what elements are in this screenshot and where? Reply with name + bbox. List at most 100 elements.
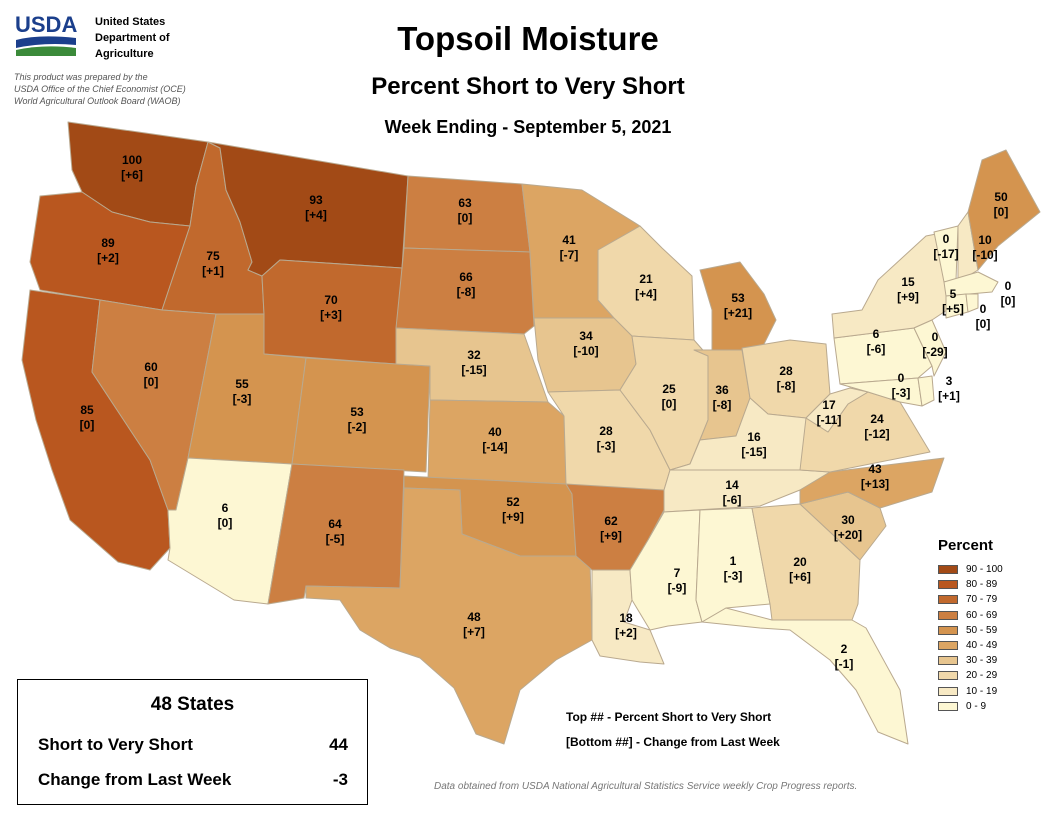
summary-label-change: Change from Last Week: [38, 770, 232, 789]
legend-label: 10 - 19: [966, 685, 998, 697]
state-change: [-8]: [712, 398, 732, 412]
state-value: 100: [121, 153, 143, 167]
state-value: 89: [101, 236, 115, 250]
usda-logo-text: USDA: [15, 12, 77, 37]
state-label-sd: 66 [-8]: [441, 270, 491, 300]
state-sd: [395, 247, 535, 335]
state-co: [291, 357, 431, 473]
state-change: [-3]: [723, 569, 743, 583]
state-label-ny: 15 [+9]: [883, 275, 933, 305]
state-label-ar: 62 [+9]: [586, 514, 636, 544]
legend-swatch: [938, 565, 958, 575]
state-value: 6: [872, 327, 880, 341]
state-value: 62: [604, 514, 618, 528]
legend-label: 60 - 69: [966, 609, 998, 621]
summary-title: 48 States: [150, 694, 235, 715]
state-value: 93: [309, 193, 323, 207]
legend-swatch: [938, 610, 958, 620]
state-label-in: 36 [-8]: [697, 383, 747, 413]
agency-line-1: United States: [95, 16, 166, 28]
state-label-ia: 34 [-10]: [561, 329, 611, 359]
legend-item: 0 - 9: [938, 699, 1003, 714]
state-change: [-3]: [596, 439, 616, 453]
state-value: 50: [994, 190, 1008, 204]
state-label-tn: 14 [-6]: [707, 478, 757, 508]
state-value: 14: [725, 478, 739, 492]
state-value: 48: [467, 610, 481, 624]
state-label-wv: 17 [-11]: [804, 398, 854, 428]
state-change: [+4]: [635, 287, 657, 301]
state-label-md: 0 [-3]: [876, 371, 926, 401]
legend-swatch: [938, 686, 958, 696]
state-change: [0]: [661, 397, 677, 411]
state-label-pa: 6 [-6]: [851, 327, 901, 357]
keynote-top: Top ## - Percent Short to Very Short: [566, 710, 772, 724]
state-label-wa: 100 [+6]: [107, 153, 157, 183]
legend-item: 10 - 19: [938, 684, 1003, 699]
state-value: 16: [747, 430, 761, 444]
state-label-ut: 55 [-3]: [217, 377, 267, 407]
state-value: 0: [897, 371, 905, 385]
legend-label: 20 - 29: [966, 670, 998, 682]
state-value: 7: [673, 566, 681, 580]
state-value: 24: [870, 412, 884, 426]
state-label-nv: 60 [0]: [126, 360, 176, 390]
state-value: 36: [715, 383, 729, 397]
summary-row-short: Short to Very Short 44: [38, 735, 348, 755]
state-change: [+7]: [463, 625, 485, 639]
state-value: 63: [458, 196, 472, 210]
state-value: 53: [731, 291, 745, 305]
state-value: 0: [931, 330, 939, 344]
state-change: [+6]: [121, 168, 143, 182]
legend-item: 70 - 79: [938, 592, 1003, 607]
state-value: 55: [235, 377, 249, 391]
state-ri: [965, 293, 979, 313]
legend-title: Percent: [938, 537, 994, 554]
state-label-sc: 30 [+20]: [823, 513, 873, 543]
state-label-de: 3 [+1]: [924, 374, 974, 404]
usda-logo: USDA: [15, 12, 77, 56]
state-change: [-2]: [347, 420, 367, 434]
legend-swatch: [938, 701, 958, 711]
state-value: 34: [579, 329, 593, 343]
state-label-tx: 48 [+7]: [449, 610, 499, 640]
state-me: [967, 149, 1041, 271]
state-change: [+4]: [305, 208, 327, 222]
credit-line-1: This product was prepared by the: [14, 72, 148, 82]
state-value: 43: [868, 462, 882, 476]
summary-value-change: -3: [332, 770, 348, 789]
state-change: [+3]: [320, 308, 342, 322]
legend-item: 50 - 59: [938, 623, 1003, 638]
state-change: [0]: [79, 418, 95, 432]
legend-swatch: [938, 656, 958, 666]
state-value: 40: [488, 425, 502, 439]
state-label-ma: 0 [0]: [983, 279, 1033, 309]
state-value: 52: [506, 495, 520, 509]
state-value: 64: [328, 517, 342, 531]
state-label-oh: 28 [-8]: [761, 364, 811, 394]
state-label-fl: 2 [-1]: [819, 642, 869, 672]
state-change: [-6]: [866, 342, 886, 356]
state-value: 1: [729, 554, 737, 568]
state-nc: [799, 457, 945, 509]
state-label-or: 89 [+2]: [83, 236, 133, 266]
state-label-wi: 21 [+4]: [621, 272, 671, 302]
state-label-ct: 5 [+5]: [928, 287, 978, 317]
state-change: [+6]: [789, 570, 811, 584]
state-label-wy: 70 [+3]: [306, 293, 356, 323]
legend-item: 20 - 29: [938, 668, 1003, 683]
state-label-id: 75 [+1]: [188, 249, 238, 279]
state-mt: [207, 141, 409, 277]
state-change: [-29]: [922, 345, 948, 359]
legend-swatch: [938, 641, 958, 651]
state-value: 30: [841, 513, 855, 527]
state-label-nh: 10 [-10]: [960, 233, 1010, 263]
legend-item: 40 - 49: [938, 638, 1003, 653]
state-change: [+9]: [600, 529, 622, 543]
credit-line-3: World Agricultural Outlook Board (WAOB): [14, 96, 181, 106]
state-value: 18: [619, 611, 633, 625]
state-change: [-3]: [232, 392, 252, 406]
state-ms: [629, 509, 703, 631]
state-label-va: 24 [-12]: [852, 412, 902, 442]
